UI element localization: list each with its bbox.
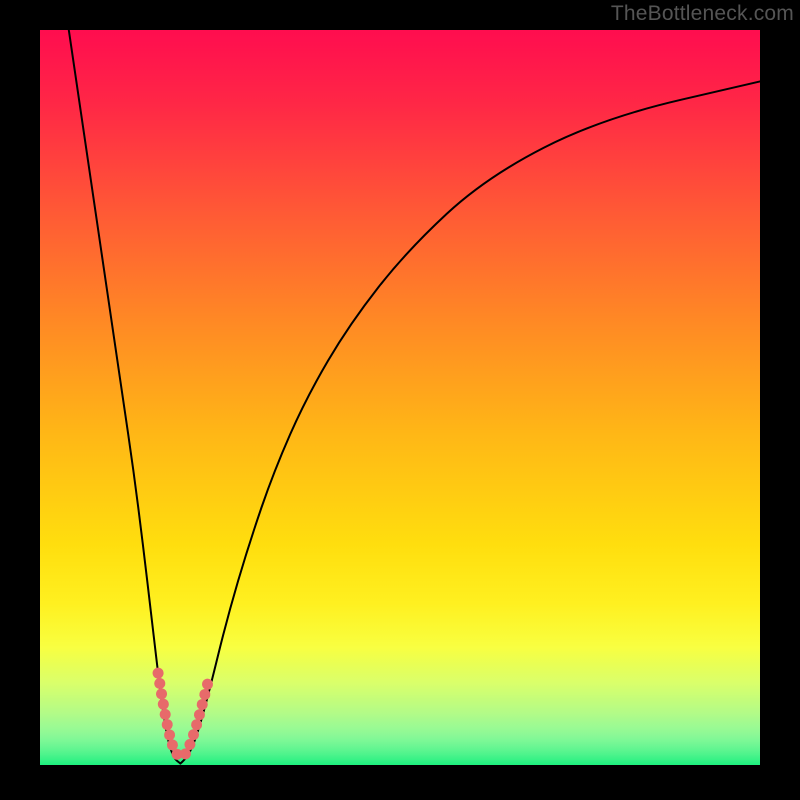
watermark-text: TheBottleneck.com	[611, 2, 794, 26]
chart-svg	[0, 0, 800, 800]
bottom-glow-band	[40, 633, 760, 765]
chart-container: TheBottleneck.com	[0, 0, 800, 800]
